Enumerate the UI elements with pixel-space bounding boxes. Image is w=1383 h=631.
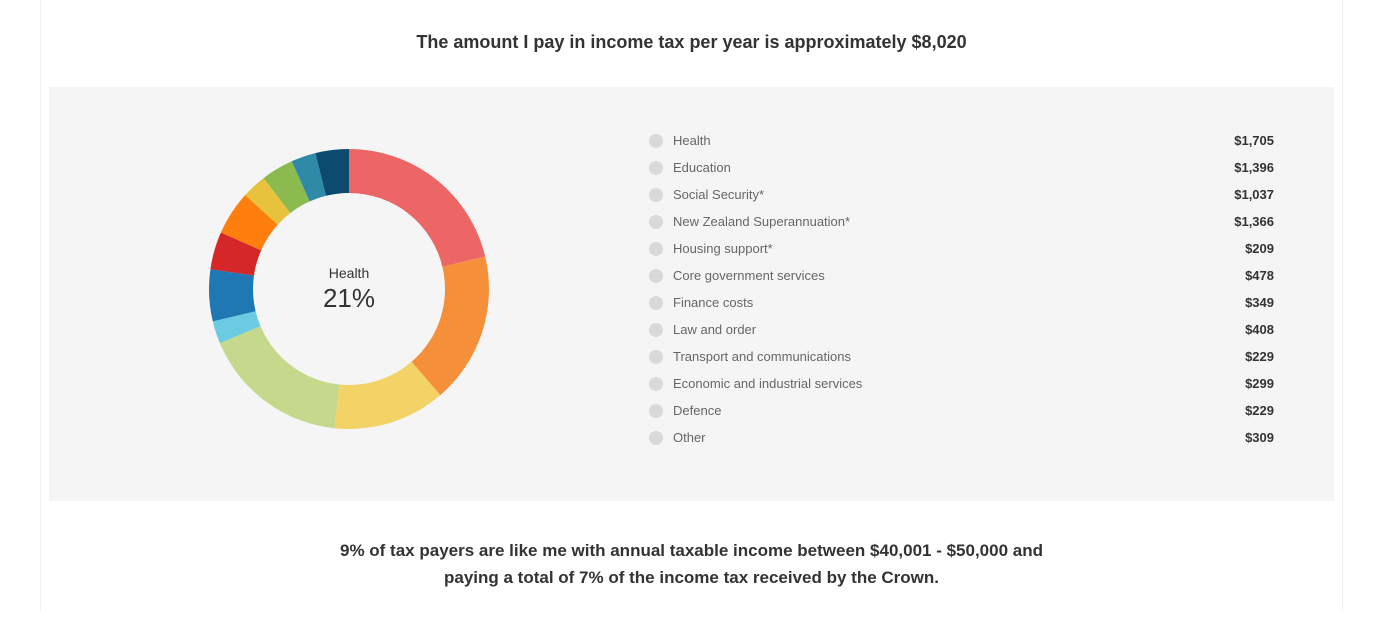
legend-amount: $299 bbox=[1224, 376, 1294, 391]
page-container: The amount I pay in income tax per year … bbox=[40, 0, 1343, 611]
legend-dot-icon bbox=[649, 296, 663, 310]
legend-row[interactable]: Economic and industrial services$299 bbox=[649, 370, 1294, 397]
legend-row[interactable]: Core government services$478 bbox=[649, 262, 1294, 289]
chart-panel: Health 21% Health$1,705Education$1,396So… bbox=[49, 87, 1334, 501]
legend-row[interactable]: Law and order$408 bbox=[649, 316, 1294, 343]
legend-label: Finance costs bbox=[673, 295, 1224, 310]
legend-label: Transport and communications bbox=[673, 349, 1224, 364]
legend-label: Core government services bbox=[673, 268, 1224, 283]
legend-row[interactable]: Transport and communications$229 bbox=[649, 343, 1294, 370]
legend-amount: $229 bbox=[1224, 349, 1294, 364]
legend-row[interactable]: New Zealand Superannuation*$1,366 bbox=[649, 208, 1294, 235]
legend-dot-icon bbox=[649, 161, 663, 175]
page-title: The amount I pay in income tax per year … bbox=[41, 0, 1342, 87]
legend-row[interactable]: Finance costs$349 bbox=[649, 289, 1294, 316]
legend-amount: $349 bbox=[1224, 295, 1294, 310]
legend-dot-icon bbox=[649, 404, 663, 418]
legend-dot-icon bbox=[649, 323, 663, 337]
legend-dot-icon bbox=[649, 215, 663, 229]
legend-label: Social Security* bbox=[673, 187, 1224, 202]
legend-row[interactable]: Social Security*$1,037 bbox=[649, 181, 1294, 208]
donut-slice[interactable] bbox=[220, 326, 339, 428]
legend-amount: $1,366 bbox=[1224, 214, 1294, 229]
footer-text: 9% of tax payers are like me with annual… bbox=[41, 501, 1342, 591]
legend-amount: $408 bbox=[1224, 322, 1294, 337]
donut-slice[interactable] bbox=[349, 149, 485, 267]
legend-amount: $1,396 bbox=[1224, 160, 1294, 175]
footer-line-2: paying a total of 7% of the income tax r… bbox=[444, 568, 939, 587]
legend-label: Other bbox=[673, 430, 1224, 445]
legend-amount: $209 bbox=[1224, 241, 1294, 256]
legend-dot-icon bbox=[649, 350, 663, 364]
donut-chart: Health 21% bbox=[199, 139, 499, 439]
legend-row[interactable]: Housing support*$209 bbox=[649, 235, 1294, 262]
legend-row[interactable]: Other$309 bbox=[649, 424, 1294, 451]
donut-chart-column: Health 21% bbox=[89, 139, 609, 439]
legend-label: Economic and industrial services bbox=[673, 376, 1224, 391]
legend-row[interactable]: Health$1,705 bbox=[649, 127, 1294, 154]
footer-line-1: 9% of tax payers are like me with annual… bbox=[340, 541, 1043, 560]
donut-slice[interactable] bbox=[412, 257, 489, 396]
legend-label: New Zealand Superannuation* bbox=[673, 214, 1224, 229]
legend-label: Education bbox=[673, 160, 1224, 175]
legend-dot-icon bbox=[649, 377, 663, 391]
legend-label: Law and order bbox=[673, 322, 1224, 337]
legend-row[interactable]: Education$1,396 bbox=[649, 154, 1294, 181]
legend-dot-icon bbox=[649, 188, 663, 202]
legend-label: Housing support* bbox=[673, 241, 1224, 256]
legend-label: Health bbox=[673, 133, 1224, 148]
legend-amount: $1,705 bbox=[1224, 133, 1294, 148]
legend-label: Defence bbox=[673, 403, 1224, 418]
donut-chart-svg bbox=[199, 139, 499, 439]
legend: Health$1,705Education$1,396Social Securi… bbox=[649, 127, 1294, 451]
legend-dot-icon bbox=[649, 134, 663, 148]
legend-amount: $1,037 bbox=[1224, 187, 1294, 202]
legend-amount: $478 bbox=[1224, 268, 1294, 283]
legend-amount: $229 bbox=[1224, 403, 1294, 418]
legend-row[interactable]: Defence$229 bbox=[649, 397, 1294, 424]
legend-amount: $309 bbox=[1224, 430, 1294, 445]
legend-dot-icon bbox=[649, 242, 663, 256]
legend-dot-icon bbox=[649, 269, 663, 283]
legend-dot-icon bbox=[649, 431, 663, 445]
